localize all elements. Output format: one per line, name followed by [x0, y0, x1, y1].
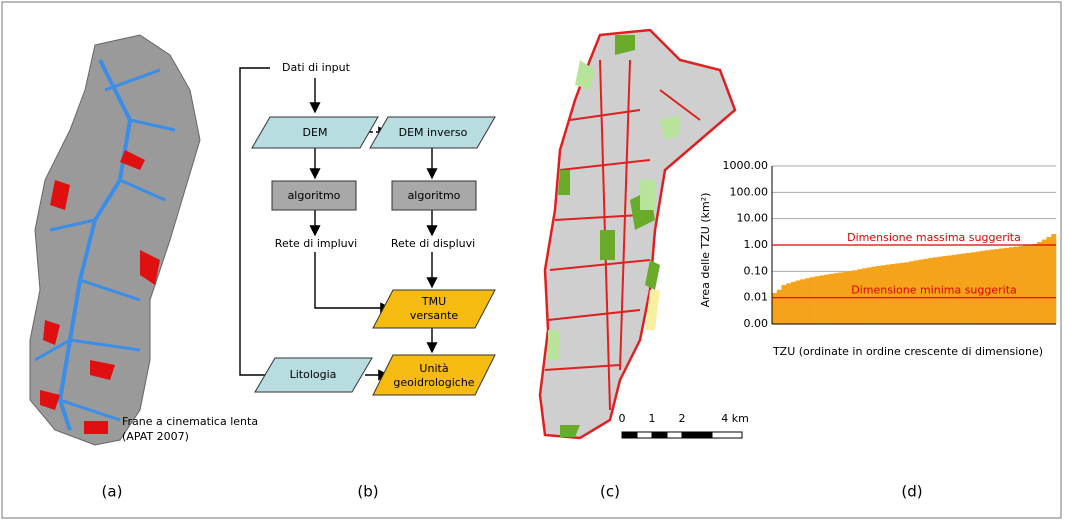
bar: [1047, 237, 1052, 324]
node-label: DEM inverso: [399, 126, 468, 139]
bar: [810, 277, 815, 324]
y-axis-label: Area delle TZU (km²): [699, 193, 712, 308]
node-label: algoritmo: [408, 189, 461, 202]
y-tick-label: 1.00: [744, 238, 769, 251]
scale-label: 2: [679, 412, 686, 425]
x-axis-label: TZU (ordinate in ordine crescente di dim…: [772, 345, 1043, 358]
node-label: DEM: [303, 126, 328, 139]
y-tick-label: 0.01: [744, 291, 769, 304]
bar: [819, 275, 824, 324]
y-tick-label: 0.00: [744, 317, 769, 330]
node-label: Unità: [419, 362, 448, 375]
scale-label: 1: [649, 412, 656, 425]
scale-label: 0: [619, 412, 626, 425]
y-tick-label: 100.00: [730, 185, 769, 198]
node-label: Rete di impluvi: [275, 237, 357, 250]
bar: [1018, 246, 1023, 324]
bar: [834, 273, 839, 324]
bar: [1032, 244, 1037, 324]
bar: [838, 273, 843, 324]
bar: [786, 283, 791, 324]
y-tick-label: 0.10: [744, 264, 769, 277]
bar: [1042, 240, 1047, 324]
node-label: Litologia: [290, 368, 337, 381]
figure: Frane a cinematica lenta (APAT 2007) Dat…: [0, 0, 1065, 522]
bar: [791, 282, 796, 324]
bar: [1028, 245, 1033, 324]
node-label: Rete di displuvi: [391, 237, 475, 250]
bar: [829, 274, 834, 324]
y-tick-label: 10.00: [737, 212, 769, 225]
node-label: versante: [410, 309, 459, 322]
bar: [1051, 234, 1056, 324]
bar: [815, 276, 820, 324]
bar: [781, 285, 786, 324]
node-label: algoritmo: [288, 189, 341, 202]
bar: [1023, 246, 1028, 324]
bar: [824, 275, 829, 324]
y-tick-label: 1000.00: [723, 159, 769, 172]
node-label: Dati di input: [282, 61, 351, 74]
reference-label: Dimensione minima suggerita: [851, 284, 1017, 297]
legend-label: (APAT 2007): [122, 430, 189, 443]
panel-caption: (c): [600, 483, 620, 501]
panel-caption: (b): [357, 483, 378, 501]
bar: [800, 279, 805, 324]
panel-caption: (a): [102, 483, 123, 501]
panel-caption: (d): [901, 483, 922, 501]
bar: [796, 280, 801, 324]
node-label: TMU: [421, 295, 446, 308]
scale-label: 4 km: [721, 412, 749, 425]
node-label: geoidrologiche: [393, 376, 474, 389]
reference-label: Dimensione massima suggerita: [847, 231, 1021, 244]
bar: [805, 278, 810, 324]
bar: [777, 290, 782, 324]
legend-label: Frane a cinematica lenta: [122, 415, 258, 428]
bar: [1037, 242, 1042, 324]
